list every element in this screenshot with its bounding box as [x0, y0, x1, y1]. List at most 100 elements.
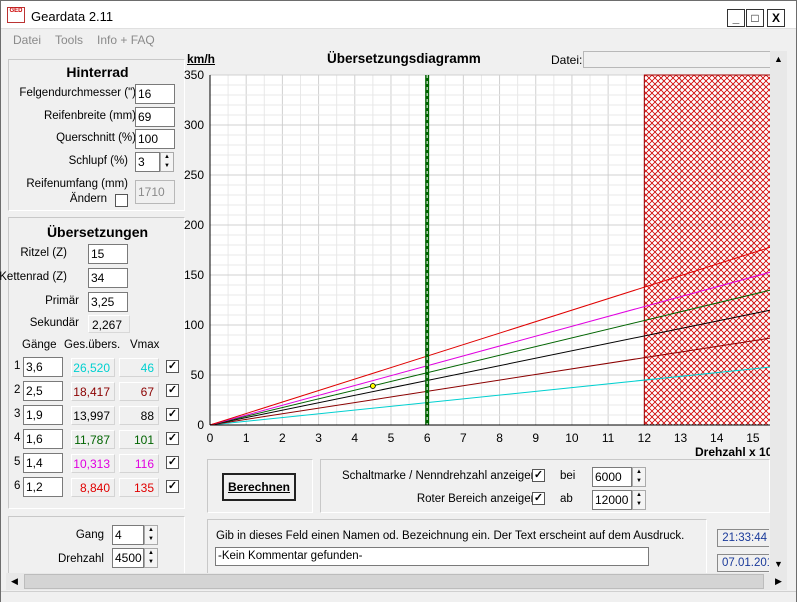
- x-tick-label: 13: [674, 431, 688, 445]
- berechnen-button[interactable]: Berechnen: [222, 473, 296, 501]
- spin-up-icon[interactable]: ▲: [148, 550, 154, 556]
- breite-input[interactable]: 69: [135, 107, 175, 127]
- spin-up-icon[interactable]: ▲: [636, 469, 642, 475]
- gang-spinner[interactable]: ▲ ▼: [144, 525, 158, 545]
- kettenrad-label: Kettenrad (Z): [0, 271, 67, 283]
- x-tick-label: 9: [532, 431, 539, 445]
- hinterrad-panel: Hinterrad Felgendurchmesser (") 16 Reife…: [8, 59, 185, 211]
- gear-ratio-input[interactable]: 1,6: [23, 429, 63, 449]
- gear-ges-value: 10,313: [71, 454, 115, 473]
- gear-ratio-input[interactable]: 3,6: [23, 357, 63, 377]
- gear-checkbox[interactable]: ✓: [166, 360, 179, 373]
- gear-checkbox[interactable]: ✓: [166, 408, 179, 421]
- x-tick-label: 15: [746, 431, 760, 445]
- drehzahl-input[interactable]: 4500: [112, 548, 144, 568]
- felgen-input[interactable]: 16: [135, 84, 175, 104]
- gear-checkbox[interactable]: ✓: [166, 384, 179, 397]
- gear-checkbox[interactable]: ✓: [166, 480, 179, 493]
- gear-vmax-value: 135: [119, 478, 159, 497]
- y-tick-label: 100: [184, 318, 204, 332]
- gear-number: 3: [14, 408, 21, 420]
- scroll-up-icon[interactable]: ▲: [774, 54, 783, 64]
- schlupf-spinner[interactable]: ▲ ▼: [160, 152, 174, 172]
- menu-datei[interactable]: Datei: [13, 33, 42, 47]
- series-line-gear-6: [209, 246, 771, 426]
- gear-ratio-input[interactable]: 2,5: [23, 381, 63, 401]
- col-ges: Ges.übers.: [64, 339, 121, 351]
- menu-info-faq[interactable]: Info + FAQ: [97, 33, 155, 47]
- vertical-scrollbar[interactable]: ▲ ▼: [770, 51, 787, 573]
- comment-input[interactable]: -Kein Kommentar gefunden-: [215, 547, 649, 566]
- status-bar: [1, 591, 796, 602]
- uebersetzungen-panel: Übersetzungen Ritzel (Z) 15 Kettenrad (Z…: [0, 217, 185, 509]
- scroll-left-icon[interactable]: ◀: [11, 576, 18, 586]
- gear-vmax-value: 67: [119, 382, 159, 401]
- operating-point: [369, 383, 376, 389]
- col-vmax: Vmax: [130, 339, 160, 351]
- spin-down-icon[interactable]: ▼: [636, 478, 642, 484]
- ab-input[interactable]: 12000: [592, 490, 632, 510]
- roter-checkbox[interactable]: ✓: [532, 492, 545, 505]
- x-tick-label: 0: [207, 431, 214, 445]
- spin-down-icon[interactable]: ▼: [636, 501, 642, 507]
- y-tick-label: 0: [197, 418, 204, 432]
- schlupf-input[interactable]: 3: [135, 152, 160, 172]
- ab-spinner[interactable]: ▲ ▼: [632, 490, 646, 510]
- maximize-button[interactable]: □: [746, 9, 764, 27]
- gear-number: 6: [14, 480, 21, 492]
- x-tick-label: 4: [351, 431, 358, 445]
- close-button[interactable]: X: [767, 9, 785, 27]
- schaltmarke-label: Schaltmarke / Nenndrehzahl anzeigen: [342, 470, 537, 482]
- gear-vmax-value: 101: [119, 430, 159, 449]
- spin-down-icon[interactable]: ▼: [164, 163, 170, 169]
- minimize-button[interactable]: _: [727, 9, 745, 27]
- spin-down-icon[interactable]: ▼: [148, 536, 154, 542]
- gear-ratio-input[interactable]: 1,2: [23, 477, 63, 497]
- clock-date: 07.01.201: [717, 554, 769, 572]
- scroll-thumb[interactable]: [24, 574, 764, 589]
- gear-ges-value: 8,840: [71, 478, 115, 497]
- gear-checkbox[interactable]: ✓: [166, 456, 179, 469]
- x-tick-label: 10: [565, 431, 579, 445]
- kettenrad-input[interactable]: 34: [88, 268, 128, 288]
- y-tick-label: 250: [184, 168, 204, 182]
- gear-vmax-value: 116: [119, 454, 159, 473]
- spin-up-icon[interactable]: ▲: [636, 492, 642, 498]
- gear-ratio-input[interactable]: 1,9: [23, 405, 63, 425]
- gear-checkbox[interactable]: ✓: [166, 432, 179, 445]
- sekundaer-value: 2,267: [88, 315, 130, 333]
- bei-spinner[interactable]: ▲ ▼: [632, 467, 646, 487]
- ab-label: ab: [560, 493, 573, 505]
- spin-up-icon[interactable]: ▲: [148, 527, 154, 533]
- umfang-label: Reifenumfang (mm): [26, 178, 128, 190]
- ritzel-input[interactable]: 15: [88, 244, 128, 264]
- hinterrad-title: Hinterrad: [66, 64, 129, 80]
- scroll-right-icon[interactable]: ▶: [775, 576, 782, 586]
- gang-input[interactable]: 4: [112, 525, 144, 545]
- menu-tools[interactable]: Tools: [55, 33, 84, 47]
- horizontal-scrollbar[interactable]: ◀ ▶: [6, 573, 787, 590]
- spin-down-icon[interactable]: ▼: [148, 559, 154, 565]
- quer-input[interactable]: 100: [135, 129, 175, 149]
- series-line-gear-2: [209, 337, 771, 426]
- aendern-checkbox[interactable]: [115, 194, 128, 207]
- primaer-input[interactable]: 3,25: [88, 292, 128, 312]
- gear-ratio-input[interactable]: 1,4: [23, 453, 63, 473]
- breite-label: Reifenbreite (mm): [43, 110, 136, 122]
- series-line-gear-4: [209, 289, 771, 426]
- sekundaer-label: Sekundär: [29, 317, 79, 329]
- app-logo-icon: GED: [7, 7, 25, 23]
- title-bar[interactable]: GED Geardata 2.11 _ □ X: [1, 1, 796, 29]
- schaltmarke-checkbox[interactable]: ✓: [532, 469, 545, 482]
- gear-number: 2: [14, 384, 21, 396]
- x-tick-label: 1: [243, 431, 250, 445]
- drehzahl-spinner[interactable]: ▲ ▼: [144, 548, 158, 568]
- check-icon: ✓: [167, 360, 178, 372]
- menu-bar: Datei Tools Info + FAQ: [1, 29, 796, 51]
- x-tick-label: 8: [496, 431, 503, 445]
- y-tick-label: 50: [191, 368, 205, 382]
- spin-up-icon[interactable]: ▲: [164, 154, 170, 160]
- bei-input[interactable]: 6000: [592, 467, 632, 487]
- scroll-down-icon[interactable]: ▼: [774, 559, 783, 569]
- quer-label: Querschnitt (%): [56, 132, 136, 144]
